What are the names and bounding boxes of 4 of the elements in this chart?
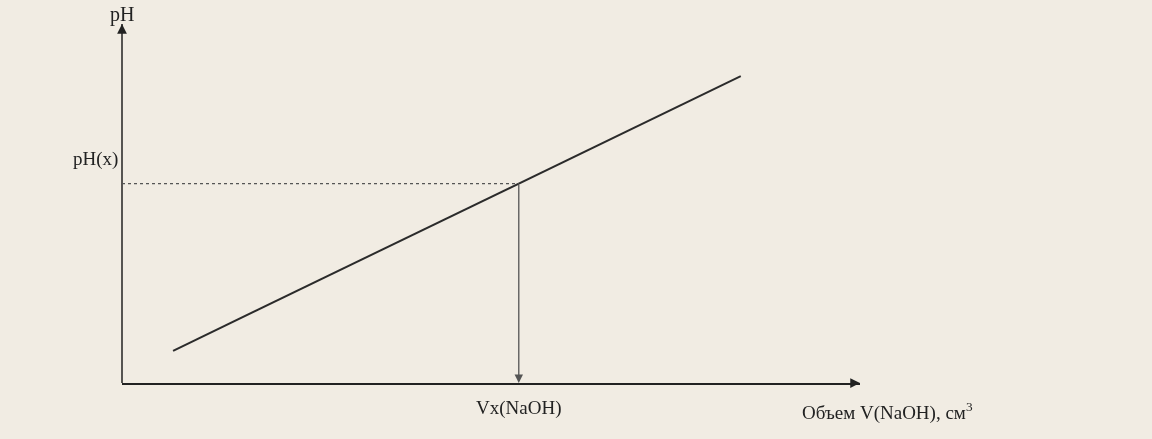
ref-line-label: pH(x) <box>73 148 119 170</box>
x-axis-title: Объем V(NaOH), см$^{3}$ <box>802 399 973 424</box>
y-axis-title: pH <box>110 3 135 26</box>
text: Vx(NaOH) <box>476 397 562 419</box>
